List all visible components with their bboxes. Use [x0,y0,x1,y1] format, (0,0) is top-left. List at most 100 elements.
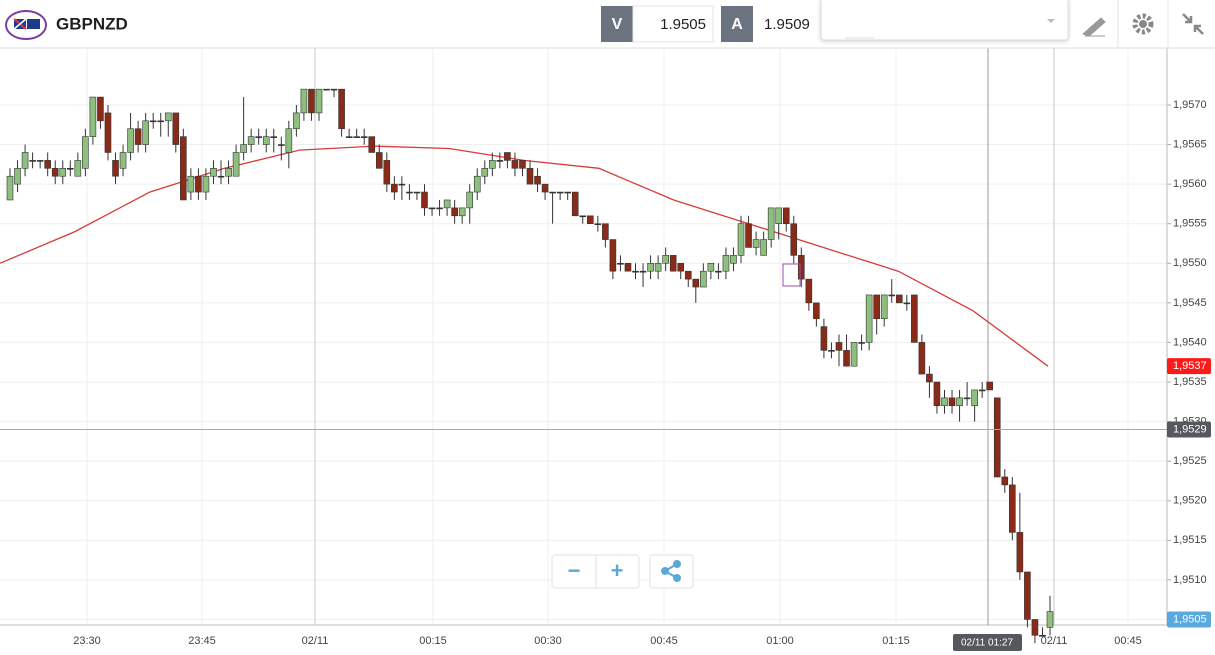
price-marker-label: 1,9537 [1173,360,1207,372]
candle-body [285,128,293,153]
draw-icon[interactable] [1082,17,1106,37]
candle-body [398,183,406,186]
candle-body [609,239,617,272]
price-marker [1167,421,1211,438]
settings-icon-core [1139,20,1147,28]
y-tick-label: 1,9545 [1173,297,1207,309]
bid-price[interactable]: 1.9505 [660,16,706,33]
candle-body [511,160,519,169]
flag-nz [27,19,40,29]
candle-body [157,120,165,123]
candle-body [421,191,428,209]
x-tick-label: 00:30 [534,635,562,647]
candle-body [36,160,44,162]
candle-body [579,215,587,218]
candle-body [466,191,474,209]
candle-body [669,255,677,272]
dropdown[interactable] [820,0,1069,41]
candle-body [300,88,308,114]
candle-body [104,112,112,153]
candle-body [624,262,632,272]
candle-body [323,88,330,91]
bid-badge [601,6,633,42]
candle-body [195,175,202,193]
candle-body [142,120,149,145]
candle-body [873,294,880,319]
candle-body [1046,611,1054,628]
settings-icon[interactable] [1132,13,1154,35]
candle-body [715,270,722,273]
flag-cross [13,18,27,30]
x-tick-label: 02/11 [302,635,329,647]
candle-body [1024,571,1031,620]
crosshair-label: 02/11 01:27 [961,638,1014,649]
candle-body [473,175,481,193]
price-marker-label: 1,9529 [1173,423,1207,435]
candle-body [564,191,571,194]
ask-price[interactable]: 1.9509 [764,16,810,33]
candle-body [782,207,790,225]
candle-body [293,112,300,130]
candle-body [338,88,345,130]
candle-body [6,175,14,201]
candle-body [888,294,896,297]
candle-body [262,136,270,145]
candle-body [918,342,926,375]
candle-body [51,168,59,177]
x-tick-label: 23:30 [73,635,101,647]
candle-body [270,136,278,138]
x-tick-label: 23:45 [188,635,216,647]
candle-body [880,294,888,319]
plot: 1,95051,95101,95151,95201,95251,95301,95… [0,48,1211,651]
candle-body [345,136,353,138]
candle-body [700,270,707,288]
candle-body [602,223,609,240]
x-tick-label: 02/11 [1041,635,1068,647]
candle-body [549,191,556,194]
candle-body [406,191,413,194]
candle-body [391,183,398,193]
candle-body [858,342,865,344]
x-tick-label: 01:15 [882,635,910,647]
y-tick-label: 1,9535 [1173,376,1207,388]
bid-label: V [612,16,623,33]
candle-body [82,136,89,169]
y-tick-label: 1,9550 [1173,257,1207,269]
candle-body [813,302,820,319]
candle-body [692,278,700,288]
y-tick-label: 1,9515 [1173,534,1207,546]
candle-body [730,255,737,264]
x-tick-label: 01:00 [766,635,794,647]
candle-body [496,160,504,162]
ask-badge [721,6,753,42]
candle-body [29,160,36,162]
candle-body [368,136,376,153]
candle-body [217,175,225,178]
zoom-out[interactable]: − [568,558,581,583]
zoom-controls: − + [551,554,694,589]
collapse-icon[interactable] [1182,13,1204,35]
candle-body [413,191,421,194]
candle-body [843,350,850,367]
candle-body [737,223,745,256]
candle-body [172,112,180,145]
candle-body [1009,484,1016,533]
candle-body [978,389,986,392]
share-icon [661,560,681,582]
candle-body [956,397,963,407]
candle-body [353,136,360,138]
candle-body [835,342,843,351]
candle-body [850,342,858,367]
y-tick-label: 1,9555 [1173,218,1207,230]
x-tick-label: 00:15 [419,635,447,647]
share-button[interactable] [649,554,694,589]
candle-body [594,223,602,226]
candle-body [375,152,383,169]
zoom-in[interactable]: + [611,558,624,583]
candle-body [489,160,496,169]
selection-box [782,263,801,287]
candle-body [820,326,828,351]
candle-body [986,381,994,391]
candle-body [993,397,1001,478]
candle-body [571,191,579,217]
